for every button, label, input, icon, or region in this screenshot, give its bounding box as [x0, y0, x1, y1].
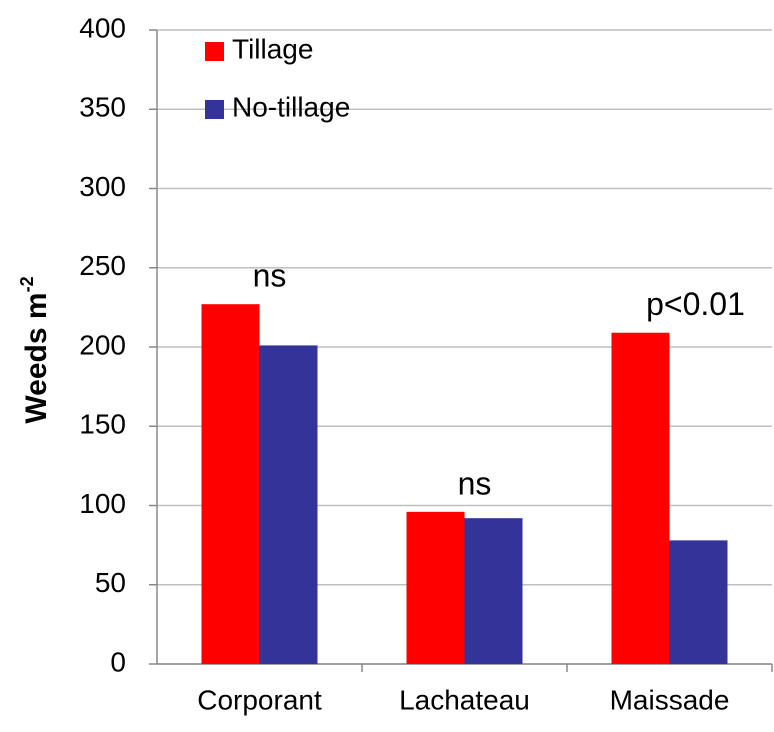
- bar: [464, 518, 523, 664]
- bar: [201, 304, 260, 664]
- legend-label: No-tillage: [232, 91, 350, 122]
- bar: [406, 511, 465, 664]
- bar: [259, 345, 318, 664]
- legend-swatch: [205, 100, 224, 119]
- bar: [669, 540, 728, 664]
- y-tick-label: 150: [79, 409, 126, 440]
- y-axis-label: Weeds m-2: [17, 276, 53, 423]
- y-tick-label: 200: [79, 329, 126, 360]
- annotation: p<0.01: [646, 286, 745, 322]
- y-tick-label: 100: [79, 488, 126, 519]
- y-tick-label: 400: [79, 12, 126, 43]
- x-tick-label: Maissade: [610, 684, 730, 715]
- x-tick-label: Corporant: [197, 684, 322, 715]
- y-tick-label: 0: [110, 646, 126, 677]
- x-tick-label: Lachateau: [399, 684, 530, 715]
- y-tick-label: 50: [95, 567, 126, 598]
- annotation: ns: [253, 258, 287, 294]
- y-axis-label-text: Weeds m: [20, 292, 53, 423]
- y-tick-label: 350: [79, 92, 126, 123]
- annotation: ns: [458, 465, 492, 501]
- y-tick-label: 300: [79, 171, 126, 202]
- y-axis-label-sup: -2: [17, 276, 37, 292]
- legend-label: Tillage: [232, 33, 313, 64]
- legend-swatch: [205, 42, 224, 61]
- y-tick-label: 250: [79, 250, 126, 281]
- bar: [611, 332, 670, 664]
